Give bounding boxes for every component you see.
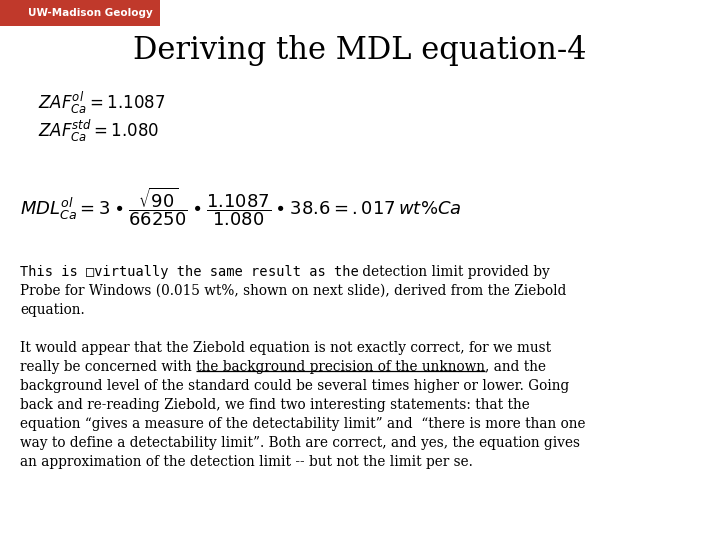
Text: an approximation of the detection limit -- but not the limit per se.: an approximation of the detection limit … [20,455,473,469]
Text: $ZAF_{Ca}^{std} = 1.080$: $ZAF_{Ca}^{std} = 1.080$ [38,118,159,144]
Text: really be concerned with: really be concerned with [20,360,196,374]
Text: Deriving the MDL equation-4: Deriving the MDL equation-4 [133,35,587,66]
Text: detection limit provided by: detection limit provided by [359,265,550,279]
Text: sult as the: sult as the [268,265,359,279]
Text: equation “gives a measure of the detectability limit” and  “there is more than o: equation “gives a measure of the detecta… [20,417,585,431]
Text: background level of the standard could be several times higher or lower. Going: background level of the standard could b… [20,379,570,393]
Bar [0,0,160,26]
Text: This is □virtually the same re: This is □virtually the same re [20,265,268,279]
Text: It would appear that the Ziebold equation is not exactly correct, for we must: It would appear that the Ziebold equatio… [20,341,551,355]
Text: way to define a detectability limit”. Both are correct, and yes, the equation gi: way to define a detectability limit”. Bo… [20,436,580,450]
Text: $ZAF_{Ca}^{ol} = 1.1087$: $ZAF_{Ca}^{ol} = 1.1087$ [38,90,166,116]
Text: Probe for Windows (0.015 wt%, shown on next slide), derived from the Ziebold: Probe for Windows (0.015 wt%, shown on n… [20,284,567,298]
Text: really be concerned with the background precision of the unknown, and the: really be concerned with the background … [20,360,546,374]
Text: equation.: equation. [20,303,85,317]
Text: UW-Madison Geology  777: UW-Madison Geology 777 [28,8,182,18]
Text: back and re-reading Ziebold, we find two interesting statements: that the: back and re-reading Ziebold, we find two… [20,398,530,412]
Text: the background precision of the unknown: the background precision of the unknown [196,360,485,374]
Text: $MDL_{Ca}^{ol} = 3 \bullet \dfrac{\sqrt{90}}{66250} \bullet \dfrac{1.1087}{1.080: $MDL_{Ca}^{ol} = 3 \bullet \dfrac{\sqrt{… [20,185,462,228]
